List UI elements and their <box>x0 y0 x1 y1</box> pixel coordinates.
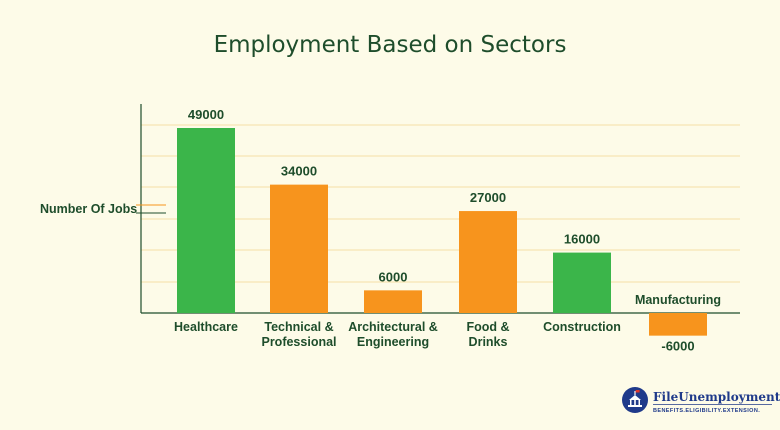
category-label: Construction <box>543 320 621 334</box>
category-label: Manufacturing <box>635 293 721 307</box>
capitol-building-icon <box>628 390 642 407</box>
value-labels: 49000 34000 6000 27000 16000 -6000 <box>188 107 695 354</box>
bar <box>459 211 517 313</box>
value-label: 16000 <box>564 232 600 247</box>
category-label: Healthcare <box>174 320 238 334</box>
value-label: 34000 <box>281 164 317 179</box>
logo-name: FileUnemployment.org <box>653 390 780 404</box>
logo: FileUnemployment.org BENEFITS.ELIGIBILIT… <box>622 387 780 414</box>
category-label: Architectural & Engineering <box>348 320 438 349</box>
logo-tagline: BENEFITS.ELIGIBILITY.EXTENSION. <box>653 408 760 414</box>
bars <box>177 128 707 336</box>
grid-lines <box>141 124 740 283</box>
axes <box>140 104 740 314</box>
bar <box>553 252 611 313</box>
category-label: Food & Drinks <box>466 320 509 349</box>
category-label: Technical & Professional <box>261 320 336 349</box>
chart-title: Employment Based on Sectors <box>214 32 567 58</box>
bar <box>649 313 707 336</box>
bar <box>364 290 422 313</box>
value-label: 6000 <box>379 269 408 284</box>
y-axis-label: Number Of Jobs <box>40 202 137 216</box>
bar <box>270 184 328 313</box>
value-label: 49000 <box>188 107 224 122</box>
bar <box>177 128 235 313</box>
category-labels: Healthcare Technical & Professional Archite… <box>174 293 721 349</box>
y-axis-label-group: Number Of Jobs <box>40 202 166 216</box>
value-label: -6000 <box>661 339 694 354</box>
value-label: 27000 <box>470 190 506 205</box>
